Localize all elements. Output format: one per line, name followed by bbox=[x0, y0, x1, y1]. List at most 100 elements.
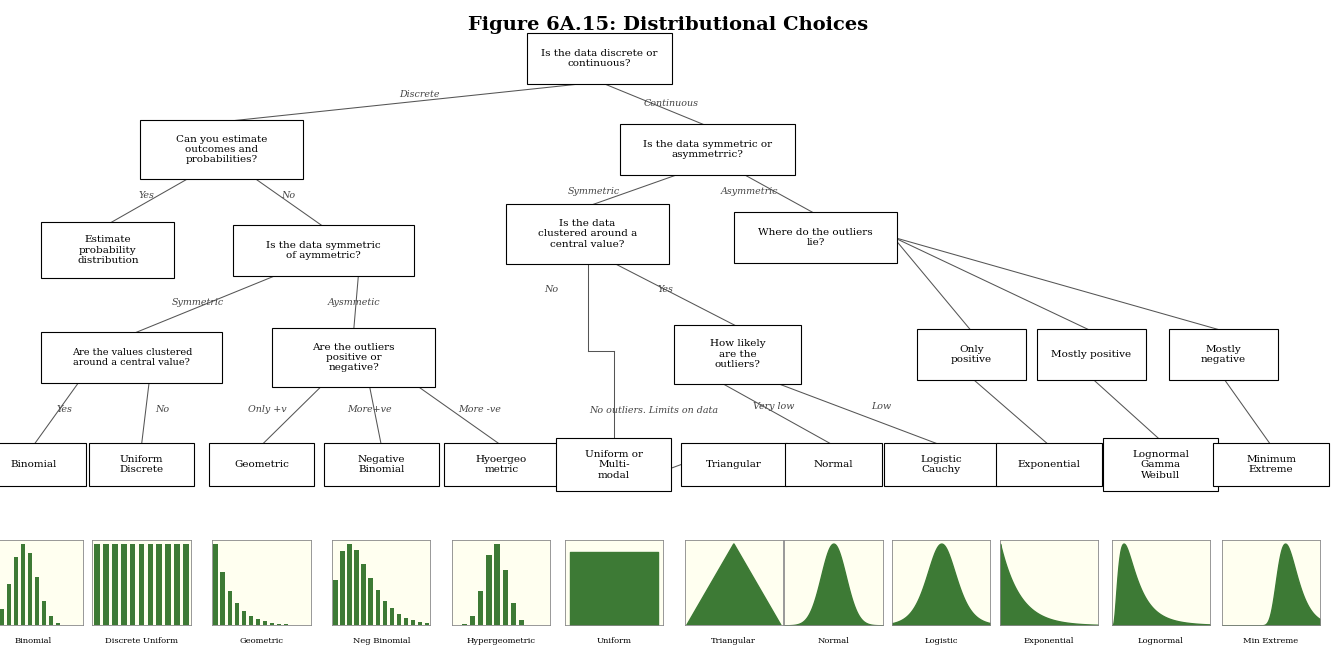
Text: Aysmmetic: Aysmmetic bbox=[328, 298, 380, 307]
Bar bbox=[41, 601, 47, 625]
Bar bbox=[35, 577, 39, 625]
Bar bbox=[417, 622, 422, 625]
Text: Normal: Normal bbox=[817, 637, 849, 645]
FancyBboxPatch shape bbox=[273, 328, 436, 387]
Text: Binomial: Binomial bbox=[11, 460, 56, 469]
Bar bbox=[255, 619, 261, 625]
FancyBboxPatch shape bbox=[1214, 443, 1329, 486]
FancyBboxPatch shape bbox=[556, 439, 671, 491]
Bar bbox=[262, 621, 267, 625]
Bar bbox=[7, 584, 11, 625]
Text: Triangular: Triangular bbox=[711, 637, 757, 645]
FancyBboxPatch shape bbox=[1103, 439, 1218, 491]
Bar bbox=[147, 543, 154, 625]
Text: No: No bbox=[155, 405, 168, 414]
Text: Asymmetric: Asymmetric bbox=[721, 187, 778, 196]
Bar bbox=[511, 603, 516, 625]
FancyBboxPatch shape bbox=[88, 443, 194, 486]
Bar bbox=[13, 557, 19, 625]
Text: How likely
are the
outliers?: How likely are the outliers? bbox=[710, 339, 765, 369]
Bar bbox=[214, 543, 218, 625]
FancyBboxPatch shape bbox=[1036, 329, 1146, 380]
Text: More+ve: More+ve bbox=[348, 405, 392, 414]
Text: Yes: Yes bbox=[56, 405, 72, 414]
Text: Symmetric: Symmetric bbox=[171, 298, 225, 307]
FancyBboxPatch shape bbox=[996, 443, 1102, 486]
Bar bbox=[130, 543, 135, 625]
Text: Is the data symmetric
of aymmetric?: Is the data symmetric of aymmetric? bbox=[266, 240, 381, 260]
FancyBboxPatch shape bbox=[917, 329, 1025, 380]
Text: No outliers. Limits on data: No outliers. Limits on data bbox=[590, 406, 718, 415]
Bar bbox=[495, 543, 500, 625]
Polygon shape bbox=[687, 544, 781, 625]
Text: Very low: Very low bbox=[753, 402, 794, 411]
Text: Is the data symmetric or
asymmetrric?: Is the data symmetric or asymmetrric? bbox=[643, 140, 771, 159]
Bar bbox=[469, 616, 475, 625]
Bar bbox=[461, 624, 467, 625]
FancyBboxPatch shape bbox=[1169, 329, 1278, 380]
FancyBboxPatch shape bbox=[505, 204, 668, 264]
FancyBboxPatch shape bbox=[41, 332, 222, 383]
Bar bbox=[404, 618, 408, 625]
FancyBboxPatch shape bbox=[140, 120, 303, 179]
FancyBboxPatch shape bbox=[209, 443, 314, 486]
Text: Hypergeometric: Hypergeometric bbox=[467, 637, 536, 645]
Text: Estimate
probability
distribution: Estimate probability distribution bbox=[78, 235, 139, 265]
Bar bbox=[0, 608, 4, 625]
FancyBboxPatch shape bbox=[0, 443, 87, 486]
FancyBboxPatch shape bbox=[233, 225, 414, 276]
Bar bbox=[333, 580, 338, 625]
Text: Logistic: Logistic bbox=[925, 637, 959, 645]
Bar bbox=[410, 620, 416, 625]
Bar bbox=[49, 616, 53, 625]
Text: Logistic
Cauchy: Logistic Cauchy bbox=[920, 455, 963, 474]
Text: Normal: Normal bbox=[813, 460, 853, 469]
Text: Continuous: Continuous bbox=[644, 99, 699, 109]
Text: Figure 6A.15: Distributional Choices: Figure 6A.15: Distributional Choices bbox=[468, 16, 869, 34]
Bar bbox=[519, 620, 524, 625]
FancyBboxPatch shape bbox=[785, 443, 882, 486]
Bar bbox=[479, 591, 484, 625]
Bar bbox=[103, 543, 108, 625]
Text: Min Extreme: Min Extreme bbox=[1243, 637, 1298, 645]
Bar bbox=[120, 543, 127, 625]
Bar bbox=[166, 543, 171, 625]
Text: More -ve: More -ve bbox=[459, 405, 501, 414]
Bar bbox=[354, 551, 360, 625]
Bar bbox=[21, 543, 25, 625]
Bar bbox=[112, 543, 118, 625]
Text: Exponential: Exponential bbox=[1024, 637, 1075, 645]
Bar bbox=[425, 623, 429, 625]
Text: Mostly positive: Mostly positive bbox=[1051, 350, 1131, 359]
FancyBboxPatch shape bbox=[324, 443, 439, 486]
Text: Low: Low bbox=[872, 402, 892, 411]
FancyBboxPatch shape bbox=[681, 443, 786, 486]
Text: Hyoergeo
metric: Hyoergeo metric bbox=[476, 455, 527, 474]
Bar bbox=[389, 608, 394, 625]
Text: Discrete: Discrete bbox=[400, 90, 440, 99]
FancyBboxPatch shape bbox=[884, 443, 999, 486]
Text: Lognormal: Lognormal bbox=[1138, 637, 1183, 645]
Bar bbox=[156, 543, 162, 625]
FancyBboxPatch shape bbox=[527, 33, 673, 84]
Bar bbox=[277, 623, 281, 625]
Text: Yes: Yes bbox=[138, 190, 154, 200]
Text: Where do the outliers
lie?: Where do the outliers lie? bbox=[758, 227, 873, 247]
Bar bbox=[283, 624, 289, 625]
Text: Are the outliers
positive or
negative?: Are the outliers positive or negative? bbox=[313, 343, 394, 372]
Bar bbox=[174, 543, 180, 625]
Bar bbox=[503, 569, 508, 625]
Text: Discrete Uniform: Discrete Uniform bbox=[106, 637, 178, 645]
Text: Are the values clustered
around a central value?: Are the values clustered around a centra… bbox=[72, 348, 193, 367]
FancyBboxPatch shape bbox=[620, 124, 796, 175]
Bar bbox=[221, 572, 225, 625]
Text: Can you estimate
outcomes and
probabilities?: Can you estimate outcomes and probabilit… bbox=[176, 135, 267, 164]
Text: Lognormal
Gamma
Weibull: Lognormal Gamma Weibull bbox=[1132, 450, 1189, 480]
Bar bbox=[382, 601, 388, 625]
Text: Mostly
negative: Mostly negative bbox=[1201, 344, 1246, 364]
Text: Exponential: Exponential bbox=[1017, 460, 1080, 469]
Bar bbox=[487, 555, 492, 625]
Bar bbox=[341, 551, 345, 625]
Bar bbox=[139, 543, 144, 625]
Text: Uniform: Uniform bbox=[596, 637, 631, 645]
